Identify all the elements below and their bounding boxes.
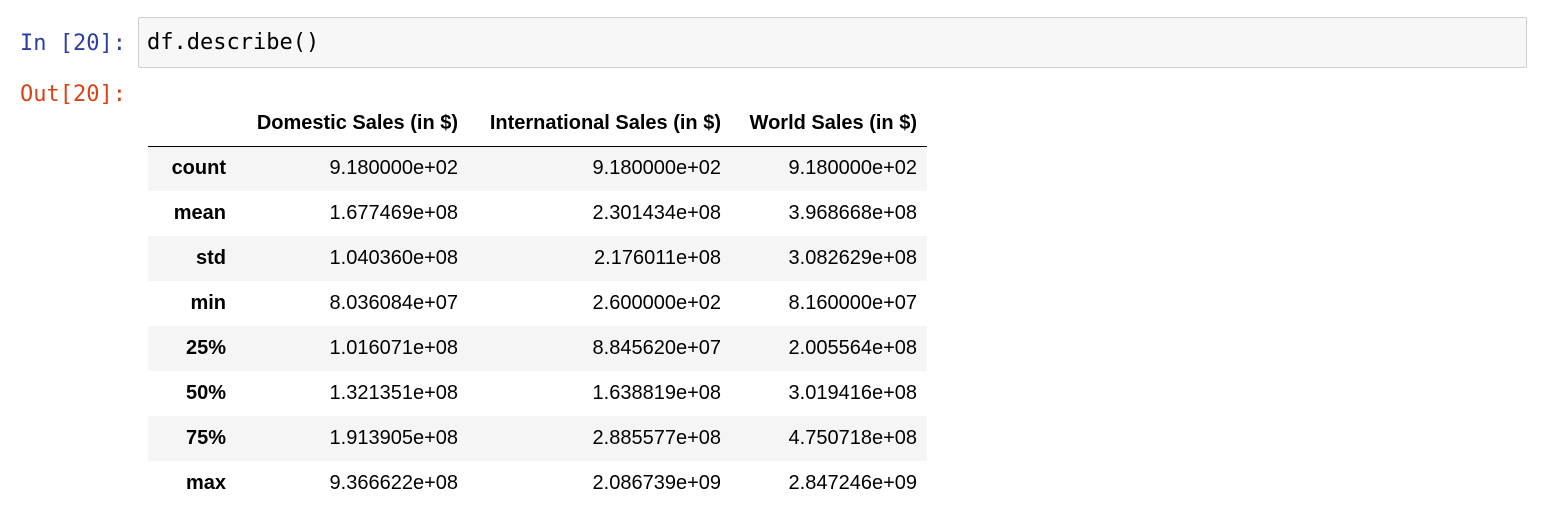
output-prompt: Out[20]: — [20, 82, 126, 107]
table-cell: 1.913905e+08 — [329, 427, 458, 449]
row-label: count — [171, 157, 226, 180]
table-cell: 9.366622e+08 — [329, 472, 458, 494]
header-world-sales: World Sales (in $) — [731, 102, 927, 147]
header-corner — [148, 102, 236, 147]
code-input-area[interactable]: df.describe() — [138, 17, 1527, 68]
table-cell: 2.600000e+02 — [592, 292, 721, 314]
row-label: mean — [173, 202, 226, 224]
row-label: min — [190, 292, 226, 314]
table-cell: 2.301434e+08 — [592, 202, 721, 224]
table-cell: 2.176011e+08 — [594, 247, 721, 269]
table-cell: 9.180000e+02 — [329, 157, 458, 180]
table-cell: 1.016071e+08 — [329, 337, 458, 359]
table-row: 75% 1.913905e+08 2.885577e+08 4.750718e+… — [148, 416, 927, 461]
table-row: 50% 1.321351e+08 1.638819e+08 3.019416e+… — [148, 371, 927, 416]
table-cell: 1.638819e+08 — [592, 382, 721, 404]
table-cell: 1.040360e+08 — [329, 247, 458, 269]
table-row: 25% 1.016071e+08 8.845620e+07 2.005564e+… — [148, 326, 927, 371]
input-prompt: In [20]: — [20, 31, 126, 56]
row-label: max — [185, 472, 226, 494]
row-label: 50% — [185, 382, 226, 404]
table-cell: 2.005564e+08 — [788, 337, 917, 359]
header-domestic-sales: Domestic Sales (in $) — [236, 102, 468, 147]
table-cell: 8.160000e+07 — [788, 292, 917, 314]
header-international-sales: International Sales (in $) — [468, 102, 731, 147]
table-cell: 2.086739e+09 — [592, 472, 721, 494]
row-label: std — [196, 247, 226, 269]
describe-output-table: Domestic Sales (in $) International Sale… — [148, 102, 927, 506]
table-cell: 1.321351e+08 — [329, 382, 458, 404]
table-cell: 8.845620e+07 — [592, 337, 721, 359]
code-text[interactable]: df.describe() — [147, 30, 320, 55]
table-cell: 1.677469e+08 — [329, 202, 458, 224]
table-cell: 9.180000e+02 — [592, 157, 721, 180]
table-row: min 8.036084e+07 2.600000e+02 8.160000e+… — [148, 281, 927, 326]
table-row: mean 1.677469e+08 2.301434e+08 3.968668e… — [148, 191, 927, 236]
table-cell: 4.750718e+08 — [788, 427, 917, 449]
table-cell: 3.019416e+08 — [788, 382, 917, 404]
table-header-row: Domestic Sales (in $) International Sale… — [148, 102, 927, 147]
table-row: max 9.366622e+08 2.086739e+09 2.847246e+… — [148, 461, 927, 506]
table-cell: 8.036084e+07 — [329, 292, 458, 314]
table-cell: 9.180000e+02 — [788, 157, 917, 180]
table-cell: 2.847246e+09 — [788, 472, 917, 494]
row-label: 25% — [185, 337, 226, 359]
table-cell: 3.968668e+08 — [788, 202, 917, 224]
table-cell: 3.082629e+08 — [788, 247, 917, 269]
table-row: std 1.040360e+08 2.176011e+08 3.082629e+… — [148, 236, 927, 281]
table-cell: 2.885577e+08 — [592, 427, 721, 449]
table-row: count 9.180000e+02 9.180000e+02 9.180000… — [148, 146, 927, 191]
row-label: 75% — [185, 427, 226, 449]
